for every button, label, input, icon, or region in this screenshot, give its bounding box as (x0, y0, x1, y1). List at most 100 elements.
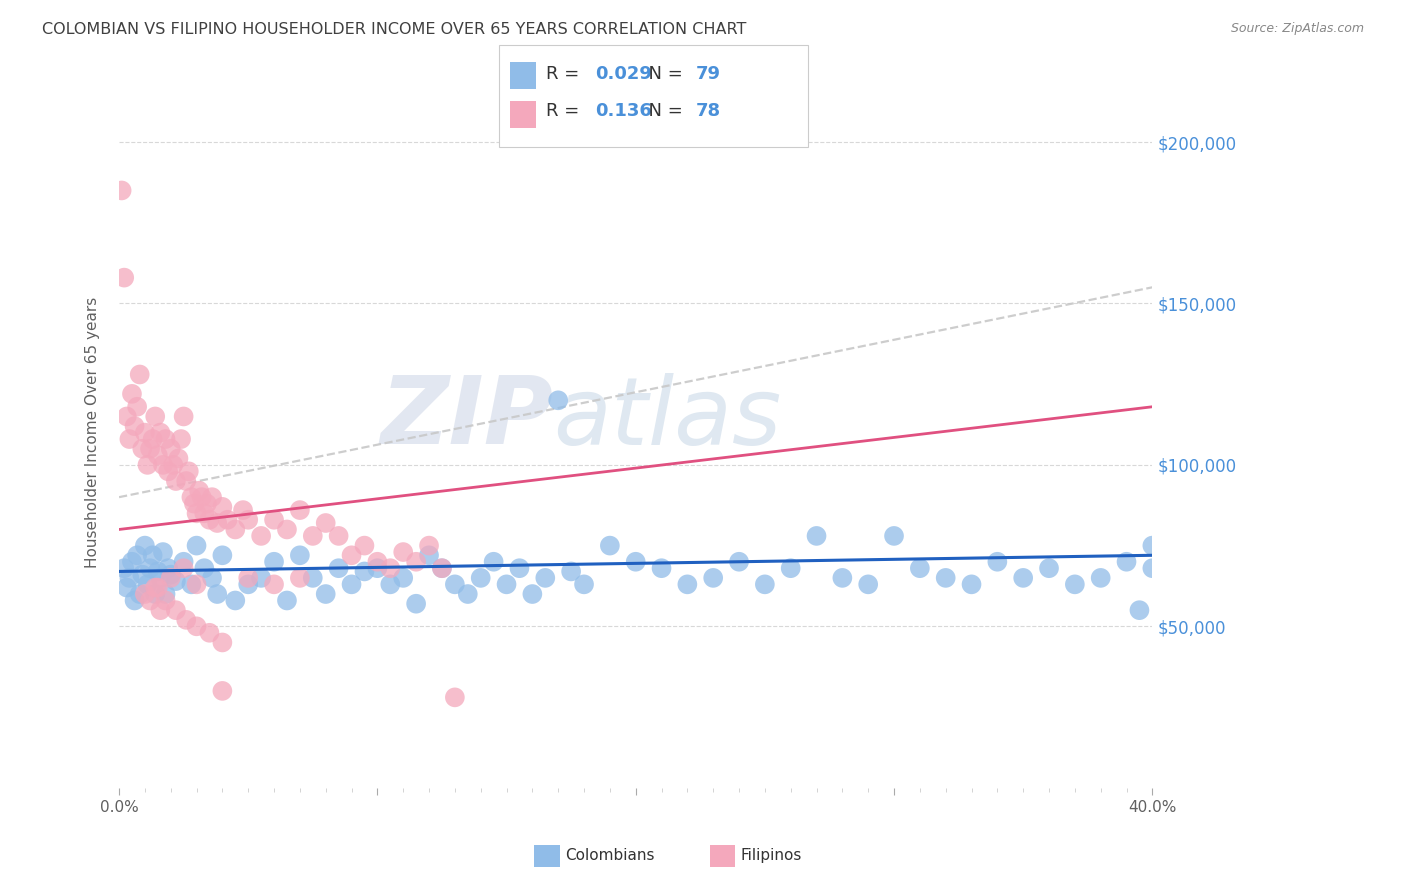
Point (572, 577, 595, 591)
Point (340, 577, 363, 591)
Point (315, 587, 337, 601)
Point (183, 497, 205, 511)
Point (430, 561, 453, 575)
Point (174, 474, 197, 488)
Point (165, 603, 187, 617)
Text: N =: N = (637, 65, 689, 83)
Point (186, 539, 208, 553)
Point (201, 490, 224, 504)
Point (806, 529, 828, 543)
Point (1128, 603, 1150, 617)
Point (1063, 577, 1085, 591)
Point (224, 523, 246, 537)
Point (250, 571, 273, 585)
Point (328, 529, 350, 543)
Point (112, 561, 135, 575)
Point (143, 409, 166, 424)
Text: 0.029: 0.029 (595, 65, 651, 83)
Point (676, 577, 699, 591)
Point (142, 432, 165, 446)
Point (1142, 539, 1164, 553)
Point (115, 581, 138, 595)
Point (211, 635, 233, 649)
Point (651, 561, 673, 575)
Point (134, 425, 156, 440)
Point (149, 425, 172, 440)
Point (124, 419, 146, 434)
Point (263, 513, 285, 527)
Point (146, 581, 169, 595)
Point (883, 529, 905, 543)
Point (1090, 571, 1112, 585)
Point (111, 184, 134, 198)
Point (908, 561, 931, 575)
Point (430, 561, 453, 575)
Point (263, 555, 285, 569)
Point (165, 474, 187, 488)
Point (155, 593, 177, 607)
Point (1115, 555, 1137, 569)
Point (288, 571, 311, 585)
Point (315, 516, 337, 530)
Point (211, 500, 233, 514)
Text: atlas: atlas (553, 373, 782, 464)
Point (250, 529, 273, 543)
Point (186, 577, 208, 591)
Point (134, 539, 156, 553)
Point (353, 565, 375, 579)
Point (167, 451, 190, 466)
Point (186, 619, 208, 633)
Point (143, 581, 166, 595)
Point (418, 549, 440, 563)
Point (495, 577, 517, 591)
Point (152, 458, 174, 472)
Point (986, 555, 1008, 569)
Point (180, 577, 202, 591)
Point (238, 513, 260, 527)
Text: R =: R = (546, 103, 585, 120)
Point (149, 603, 172, 617)
Point (276, 593, 298, 607)
Point (139, 442, 162, 456)
Point (263, 577, 285, 591)
Point (779, 561, 801, 575)
Point (1142, 561, 1164, 575)
Point (118, 571, 141, 585)
Point (198, 513, 221, 527)
Point (149, 571, 172, 585)
Point (190, 490, 212, 504)
Point (128, 368, 150, 382)
Point (599, 539, 621, 553)
Point (211, 684, 233, 698)
Point (288, 503, 311, 517)
Point (380, 577, 402, 591)
Point (366, 555, 388, 569)
Point (405, 555, 427, 569)
Text: Filipinos: Filipinos (741, 848, 803, 863)
Point (173, 555, 195, 569)
Point (470, 571, 492, 585)
Point (624, 555, 647, 569)
Point (157, 464, 180, 478)
Text: ZIP: ZIP (380, 372, 553, 465)
Point (134, 587, 156, 601)
Point (131, 442, 153, 456)
Point (211, 549, 233, 563)
Point (392, 571, 415, 585)
Point (301, 571, 323, 585)
Point (155, 587, 177, 601)
Text: Source: ZipAtlas.com: Source: ZipAtlas.com (1230, 22, 1364, 36)
Point (162, 458, 184, 472)
Point (238, 571, 260, 585)
Point (177, 464, 200, 478)
Point (127, 549, 149, 563)
Point (170, 432, 193, 446)
Point (159, 442, 181, 456)
Point (224, 593, 246, 607)
Text: R =: R = (546, 65, 585, 83)
Point (131, 567, 153, 582)
Point (128, 587, 150, 601)
Text: 78: 78 (696, 103, 721, 120)
Point (146, 565, 169, 579)
Point (165, 574, 187, 588)
